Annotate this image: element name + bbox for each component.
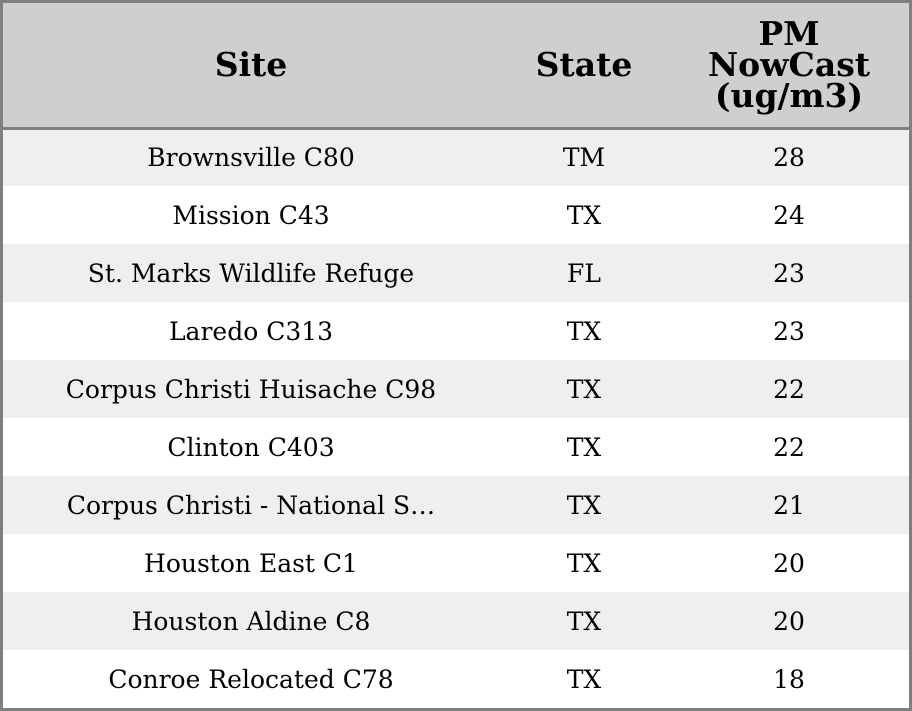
pm-cell: 23 xyxy=(773,258,805,288)
site-cell: Clinton C403 xyxy=(167,432,335,462)
table-row: Houston East C1 TX 20 xyxy=(3,534,909,592)
state-cell: TX xyxy=(566,200,602,230)
state-cell: TM xyxy=(562,143,606,173)
pm-header-line: PM xyxy=(758,14,820,54)
table-row: Conroe Relocated C78 TX 18 xyxy=(3,650,909,708)
table-row: Brownsville C80 TM 28 xyxy=(3,128,909,186)
state-cell: FL xyxy=(567,258,601,288)
pm-header-line: (ug/m3) xyxy=(714,76,864,116)
site-cell: Houston Aldine C8 xyxy=(131,606,371,636)
table-row: Laredo C313 TX 23 xyxy=(3,302,909,360)
pm-cell: 23 xyxy=(773,316,805,346)
pm-cell: 24 xyxy=(773,200,805,230)
column-header-state[interactable]: State xyxy=(535,45,633,85)
data-table: Site State PM NowCast (ug/m3) Brownsvill… xyxy=(3,3,909,708)
state-cell: TX xyxy=(566,374,602,404)
header-row: Site State PM NowCast (ug/m3) xyxy=(3,3,909,128)
site-cell: Brownsville C80 xyxy=(147,143,355,173)
pm-cell: 28 xyxy=(773,143,805,173)
column-header-pm-nowcast[interactable]: PM NowCast (ug/m3) xyxy=(669,3,909,128)
site-cell: St. Marks Wildlife Refuge xyxy=(87,258,415,288)
pm-cell: 18 xyxy=(773,664,805,694)
column-header-site[interactable]: Site xyxy=(214,45,288,85)
pm-cell: 21 xyxy=(773,490,805,520)
table-header: Site State PM NowCast (ug/m3) xyxy=(3,3,909,128)
state-cell: TX xyxy=(566,664,602,694)
table-row: Corpus Christi - National S… TX 21 xyxy=(3,476,909,534)
state-cell: TX xyxy=(566,606,602,636)
pm-cell: 20 xyxy=(773,606,805,636)
table-row: Houston Aldine C8 TX 20 xyxy=(3,592,909,650)
pm-header-line: NowCast xyxy=(707,45,871,85)
table-body: Brownsville C80 TM 28 Mission C43 TX 24 … xyxy=(3,128,909,708)
table-row: Clinton C403 TX 22 xyxy=(3,418,909,476)
state-cell: TX xyxy=(566,490,602,520)
table-row: Corpus Christi Huisache C98 TX 22 xyxy=(3,360,909,418)
site-cell: Corpus Christi Huisache C98 xyxy=(65,374,437,404)
table-row: St. Marks Wildlife Refuge FL 23 xyxy=(3,244,909,302)
state-cell: TX xyxy=(566,548,602,578)
state-cell: TX xyxy=(566,316,602,346)
pm-cell: 22 xyxy=(773,374,805,404)
pm-cell: 20 xyxy=(773,548,805,578)
site-cell: Mission C43 xyxy=(172,200,330,230)
site-cell: Laredo C313 xyxy=(168,316,334,346)
site-cell: Conroe Relocated C78 xyxy=(108,664,394,694)
site-cell: Houston East C1 xyxy=(144,548,358,578)
site-cell: Corpus Christi - National S… xyxy=(66,490,436,520)
table-row: Mission C43 TX 24 xyxy=(3,186,909,244)
pm-cell: 22 xyxy=(773,432,805,462)
state-cell: TX xyxy=(566,432,602,462)
